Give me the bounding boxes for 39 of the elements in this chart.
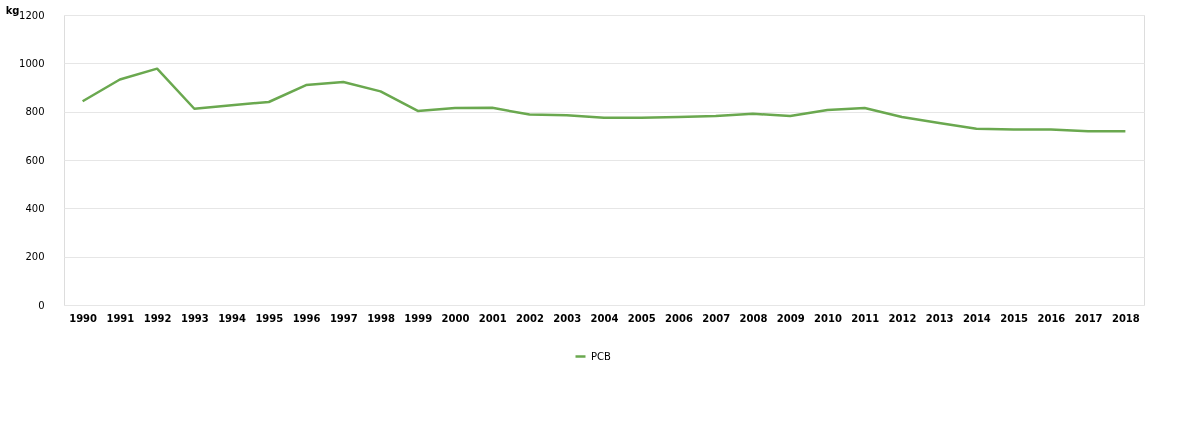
x-tick-label: 1994	[218, 312, 247, 324]
x-tick-label: 2000	[441, 312, 470, 324]
y-tick-label: 600	[25, 154, 45, 166]
x-tick-label: 1995	[255, 312, 284, 324]
x-tick-label: 2008	[739, 312, 768, 324]
x-tick-label: 2016	[1037, 312, 1066, 324]
x-tick-label: 2004	[590, 312, 619, 324]
x-tick-label: 1996	[292, 312, 321, 324]
x-tick-label: 1992	[143, 312, 172, 324]
x-tick-label: 2012	[888, 312, 917, 324]
y-tick-label: 1000	[19, 57, 45, 69]
x-tick-label: 1998	[367, 312, 395, 324]
x-tick-label: 2002	[516, 312, 544, 324]
x-tick-label: 1990	[69, 312, 98, 324]
x-tick-label: 2009	[776, 312, 805, 324]
x-tick-label: 2011	[851, 312, 880, 324]
x-tick-label: 2010	[814, 312, 842, 324]
y-tick-label: 400	[25, 202, 45, 214]
x-tick-label: 2014	[962, 312, 991, 324]
x-tick-label: 1993	[180, 312, 209, 324]
x-tick-label: 2013	[925, 312, 954, 324]
y-tick-label: 800	[25, 106, 45, 118]
y-tick-label: 0	[38, 299, 45, 311]
y-tick-label: 200	[25, 251, 45, 263]
x-tick-label: 2015	[1000, 312, 1029, 324]
line-series	[81, 67, 1127, 133]
x-tick-label: 1999	[404, 312, 433, 324]
x-tick-label: 2017	[1074, 312, 1103, 324]
y-tick-label: 1200	[19, 9, 45, 21]
x-tick-label: 2005	[627, 312, 656, 324]
x-tick-label: 2018	[1111, 312, 1140, 324]
x-tick-label: 1997	[329, 312, 358, 324]
x-tick-label: 2001	[478, 312, 507, 324]
x-tick-label: 2006	[665, 312, 693, 324]
x-tick-label: 1991	[106, 312, 135, 324]
x-tick-label: 2003	[553, 312, 582, 324]
legend-label: PCB	[591, 350, 612, 362]
x-tick-label: 2007	[702, 312, 731, 324]
y-axis-title: kg	[5, 4, 20, 16]
